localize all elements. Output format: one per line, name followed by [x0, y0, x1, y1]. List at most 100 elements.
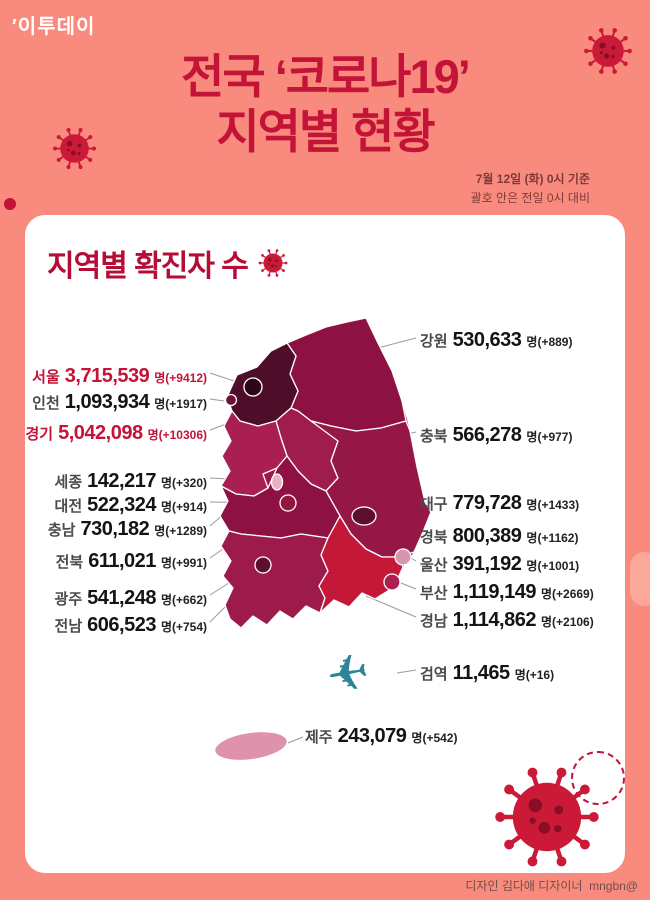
region-delta: 명(+1433)	[526, 498, 580, 512]
region-name: 경북	[420, 529, 448, 546]
region-stat-busan: 부산 1,119,149 명(+2669)	[420, 581, 594, 604]
region-count: 800,389	[452, 525, 522, 547]
map-region-jeju	[215, 732, 287, 760]
region-delta: 명(+914)	[160, 500, 207, 514]
region-count: 530,633	[452, 329, 522, 351]
region-count: 11,465	[452, 662, 511, 684]
region-name: 세종	[54, 474, 83, 491]
region-stat-gwangju: 광주 541,248 명(+662)	[55, 587, 207, 610]
region-name: 광주	[54, 591, 83, 608]
region-name: 경남	[420, 613, 448, 630]
region-count: 142,217	[87, 470, 156, 492]
region-delta: 명(+1917)	[154, 397, 207, 411]
virus-icon	[493, 763, 601, 871]
map-region-ulsan	[394, 548, 412, 566]
map-region-gyeongnam	[318, 515, 404, 614]
region-delta: 명(+1001)	[526, 559, 580, 573]
region-stat-chungnam: 충남 730,182 명(+1289)	[48, 518, 207, 541]
region-count: 522,324	[87, 494, 156, 516]
region-name: 대전	[54, 498, 83, 515]
map-region-daegu	[351, 506, 377, 526]
region-count: 611,021	[88, 550, 156, 572]
region-name: 제주	[305, 729, 333, 746]
map-region-gyeongbuk	[310, 420, 432, 558]
region-delta: 명(+889)	[526, 335, 573, 349]
date-note: 7월 12일 (화) 0시 기준 괄호 안은 전일 0시 대비	[471, 170, 590, 208]
map-region-busan	[383, 573, 401, 591]
korea-map	[209, 317, 432, 760]
region-stat-jeju: 제주 243,079 명(+542)	[305, 725, 457, 748]
region-delta: 명(+1162)	[526, 531, 579, 545]
map-region-daejeon	[279, 494, 297, 512]
page-title-line2: 지역별 현황	[216, 104, 435, 158]
region-count: 541,248	[87, 587, 156, 609]
page-title-line1: 전국 ‘코로나19’	[181, 50, 471, 103]
region-delta: 명(+662)	[160, 593, 207, 607]
date-note-line1: 7월 12일 (화) 0시 기준	[475, 172, 590, 186]
region-stat-incheon: 인천 1,093,934 명(+1917)	[32, 391, 207, 414]
region-stat-ulsan: 울산 391,192 명(+1001)	[420, 553, 579, 576]
region-name: 울산	[420, 557, 448, 574]
map-region-incheon	[224, 393, 238, 407]
region-count: 3,715,539	[64, 365, 150, 387]
region-count: 391,192	[452, 553, 522, 575]
virus-icon	[257, 248, 288, 278]
dot-decor	[4, 198, 16, 210]
region-stat-quarantine: 검역 11,465 명(+16)	[420, 662, 554, 685]
region-count: 606,523	[87, 614, 156, 636]
region-count: 1,114,862	[452, 609, 537, 631]
map-region-sejong	[270, 473, 284, 491]
region-delta: 명(+2106)	[540, 615, 594, 629]
region-delta: 명(+10306)	[147, 428, 207, 442]
region-name: 전북	[55, 554, 84, 571]
section-title-text: 지역별 확진자 수	[47, 250, 249, 283]
region-stat-jeonnam: 전남 606,523 명(+754)	[55, 614, 207, 637]
region-name: 경기	[25, 426, 54, 443]
designer-credit: 디자인 김다애 디자이너 mngbn@	[465, 879, 638, 893]
region-delta: 명(+542)	[411, 731, 458, 745]
region-delta: 명(+977)	[526, 430, 573, 444]
dashed-circle-decor	[571, 751, 625, 805]
region-count: 566,278	[452, 424, 522, 446]
region-name: 강원	[420, 333, 448, 350]
region-stat-seoul: 서울 3,715,539 명(+9412)	[32, 365, 207, 388]
region-name: 충남	[47, 522, 76, 539]
region-stat-gangwon: 강원 530,633 명(+889)	[420, 329, 572, 352]
region-name: 충북	[420, 428, 448, 445]
region-name: 전남	[54, 618, 83, 635]
region-count: 1,093,934	[64, 391, 150, 413]
map-region-gwangju	[254, 556, 272, 574]
region-name: 부산	[420, 585, 448, 602]
section-title: 지역별 확진자 수	[47, 241, 288, 285]
region-stat-gyeongbuk: 경북 800,389 명(+1162)	[420, 525, 578, 548]
region-delta: 명(+754)	[160, 620, 207, 634]
region-delta: 명(+16)	[514, 668, 555, 682]
date-note-line2: 괄호 안은 전일 0시 대비	[470, 191, 590, 206]
region-stat-sejong: 세종 142,217 명(+320)	[55, 470, 207, 493]
region-name: 서울	[32, 369, 60, 386]
region-delta: 명(+991)	[160, 556, 207, 570]
region-stat-gyeonggi: 경기 5,042,098 명(+10306)	[25, 422, 207, 445]
map-region-seoul	[243, 377, 263, 397]
region-count: 730,182	[80, 518, 150, 540]
region-name: 대구	[420, 496, 448, 513]
region-stat-chungbuk: 충북 566,278 명(+977)	[420, 424, 572, 447]
region-stat-daegu: 대구 779,728 명(+1433)	[420, 492, 579, 515]
map-region-jeonnam	[220, 530, 329, 629]
stats-card: 지역별 확진자 수 서울 3,715,539 명(+9412) 인천 1,093,…	[25, 215, 625, 873]
brand-logo: ′이투데이	[12, 16, 96, 38]
region-count: 1,119,149	[452, 581, 537, 603]
region-count: 243,079	[337, 725, 407, 747]
region-delta: 명(+2669)	[540, 587, 594, 601]
region-stat-jeonbuk: 전북 611,021 명(+991)	[56, 550, 207, 573]
region-delta: 명(+1289)	[154, 524, 207, 538]
region-count: 5,042,098	[58, 422, 143, 444]
capsule-decor	[630, 552, 650, 606]
region-name: 검역	[420, 666, 448, 683]
page-title: 전국 ‘코로나19’ 지역별 현황	[0, 50, 650, 159]
region-delta: 명(+320)	[160, 476, 207, 490]
region-stat-daejeon: 대전 522,324 명(+914)	[55, 494, 207, 517]
region-stat-gyeongnam: 경남 1,114,862 명(+2106)	[420, 609, 594, 632]
region-delta: 명(+9412)	[154, 371, 207, 385]
